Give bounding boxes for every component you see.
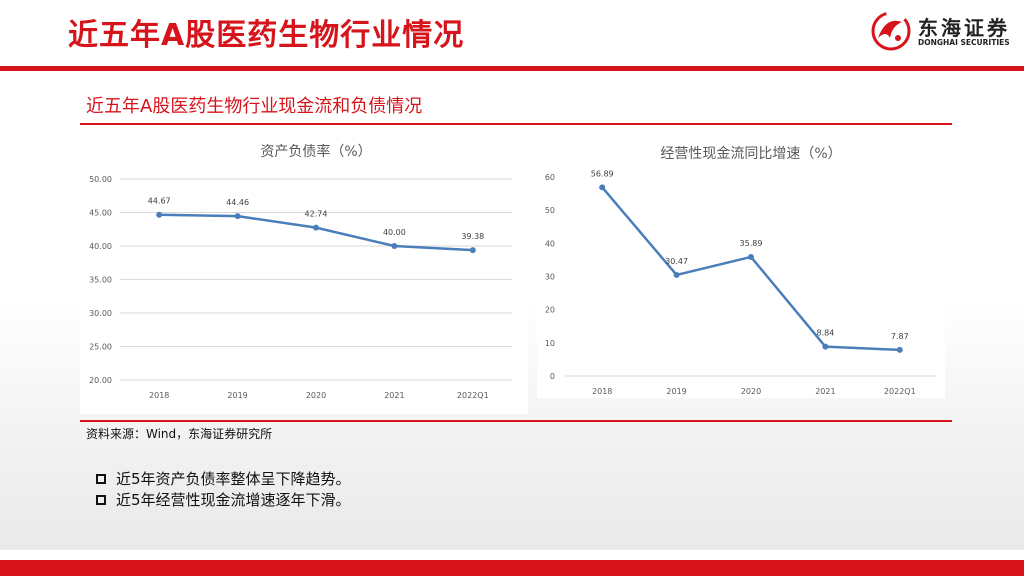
y-tick-label: 30.00: [89, 309, 112, 318]
y-tick-label: 40.00: [89, 242, 112, 251]
y-tick-label: 30: [545, 273, 555, 282]
logo-emblem-icon: [871, 11, 911, 51]
data-label: 35.89: [740, 239, 763, 248]
finding-item: 近5年经营性现金流增速逐年下滑。: [96, 489, 351, 510]
x-tick-label: 2022Q1: [457, 391, 489, 400]
footer-bar: [0, 560, 1024, 576]
key-findings: 近5年资产负债率整体呈下降趋势。 近5年经营性现金流增速逐年下滑。: [96, 468, 351, 510]
x-tick-label: 2021: [815, 387, 835, 396]
data-label: 44.46: [226, 198, 249, 207]
data-label: 56.89: [591, 169, 614, 178]
series-line: [601, 186, 900, 352]
finding-text: 近5年经营性现金流增速逐年下滑。: [116, 491, 351, 509]
y-tick-label: 25.00: [89, 343, 112, 352]
x-tick-label: 2020: [306, 391, 326, 400]
logo-name-en: DONGHAI SECURITIES: [918, 38, 1010, 47]
data-point: [156, 211, 163, 218]
y-tick-label: 0: [550, 372, 555, 381]
company-logo: 东海证券 DONGHAI SECURITIES: [868, 8, 1018, 56]
chart-title: 经营性现金流同比增速（%）: [660, 146, 841, 162]
title-divider: [0, 66, 1024, 71]
page-title: 近五年A股医药生物行业情况: [68, 18, 465, 53]
x-tick-label: 2021: [384, 391, 404, 400]
data-label: 42.74: [305, 210, 328, 219]
data-point: [469, 247, 476, 254]
chart-bottom-divider: [80, 420, 952, 422]
series-line: [159, 213, 473, 252]
y-tick-label: 60: [545, 173, 555, 182]
debt-ratio-chart: 资产负债率（%） 20.00 25.00 30.00 35.00 40.00 45.00 50…: [89, 143, 512, 400]
y-tick-label: 50: [545, 206, 555, 215]
data-point: [896, 346, 903, 353]
subtitle-divider: [80, 123, 952, 125]
chart-title: 资产负债率（%）: [260, 143, 371, 160]
x-tick-label: 2018: [592, 387, 612, 396]
cashflow-growth-chart: 经营性现金流同比增速（%） 0 10 20 30 40 50 60 2018 2019 2020 20…: [545, 146, 937, 396]
data-point: [599, 184, 606, 191]
x-tick-label: 2019: [227, 391, 247, 400]
logo-name-cn: 东海证券: [918, 16, 1010, 40]
data-point: [313, 224, 319, 231]
x-tick-label: 2020: [741, 387, 761, 396]
x-tick-label: 2019: [666, 387, 686, 396]
y-tick-label: 40: [545, 239, 555, 248]
finding-item: 近5年资产负债率整体呈下降趋势。: [96, 468, 351, 489]
finding-text: 近5年资产负债率整体呈下降趋势。: [116, 470, 351, 488]
data-label: 7.87: [891, 332, 909, 341]
data-point: [822, 343, 829, 350]
data-label: 8.84: [816, 329, 834, 338]
data-point: [673, 271, 680, 278]
x-tick-label: 2022Q1: [884, 387, 916, 396]
cashflow-growth-chart-panel: 经营性现金流同比增速（%） 0 10 20 30 40 50 60 2018 2019 2020 20…: [537, 134, 945, 398]
checkbox-bullet-icon: [96, 494, 106, 505]
data-label: 44.67: [148, 197, 171, 206]
y-tick-label: 20: [545, 306, 555, 315]
y-tick-label: 35.00: [89, 276, 112, 285]
data-point: [234, 213, 241, 220]
data-label: 40.00: [383, 228, 406, 237]
data-point: [748, 253, 754, 260]
data-source-note: 资料来源：Wind，东海证券研究所: [86, 427, 273, 441]
y-tick-label: 20.00: [89, 376, 112, 385]
section-subtitle: 近五年A股医药生物行业现金流和负债情况: [86, 96, 423, 117]
y-tick-label: 50.00: [89, 175, 112, 184]
y-tick-label: 10: [545, 339, 555, 348]
y-tick-label: 45.00: [89, 209, 112, 218]
data-point: [391, 243, 398, 249]
debt-ratio-chart-panel: 资产负债率（%） 20.00 25.00 30.00 35.00 40.00 45.00 50…: [80, 128, 528, 414]
data-label: 30.47: [665, 257, 688, 266]
data-label: 39.38: [461, 232, 484, 241]
x-tick-label: 2018: [149, 391, 169, 400]
checkbox-bullet-icon: [96, 473, 106, 484]
